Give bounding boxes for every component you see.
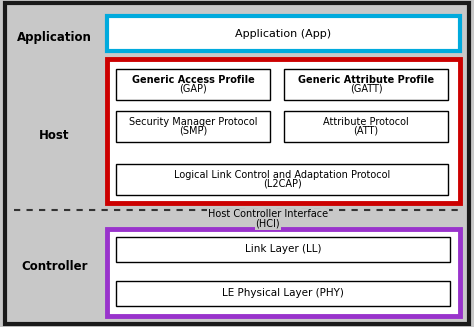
Text: Generic Access Profile: Generic Access Profile [132, 75, 255, 85]
Text: (L2CAP): (L2CAP) [263, 178, 301, 188]
Text: (HCI): (HCI) [255, 219, 280, 229]
Bar [116, 69, 270, 100]
Text: Application: Application [17, 31, 92, 44]
Text: (ATT): (ATT) [354, 126, 379, 136]
Bar [116, 281, 450, 306]
Text: Attribute Protocol: Attribute Protocol [323, 117, 409, 128]
Bar [116, 111, 270, 142]
Bar [284, 69, 448, 100]
Text: Host Controller Interface: Host Controller Interface [208, 209, 328, 219]
Text: (SMP): (SMP) [179, 126, 207, 136]
Text: Link Layer (LL): Link Layer (LL) [245, 244, 321, 254]
Bar [107, 229, 460, 316]
Bar [107, 16, 460, 51]
Text: Host: Host [39, 129, 70, 142]
Text: Security Manager Protocol: Security Manager Protocol [129, 117, 257, 128]
Text: Application (App): Application (App) [235, 28, 331, 39]
Text: (GATT): (GATT) [350, 83, 383, 94]
Bar [284, 111, 448, 142]
Bar [116, 164, 448, 195]
Text: Logical Link Control and Adaptation Protocol: Logical Link Control and Adaptation Prot… [174, 170, 390, 180]
Bar [107, 59, 460, 203]
Text: Controller: Controller [21, 260, 88, 273]
Text: (GAP): (GAP) [179, 83, 207, 94]
Text: LE Physical Layer (PHY): LE Physical Layer (PHY) [222, 288, 344, 299]
Bar [116, 237, 450, 262]
Text: Generic Attribute Profile: Generic Attribute Profile [298, 75, 434, 85]
